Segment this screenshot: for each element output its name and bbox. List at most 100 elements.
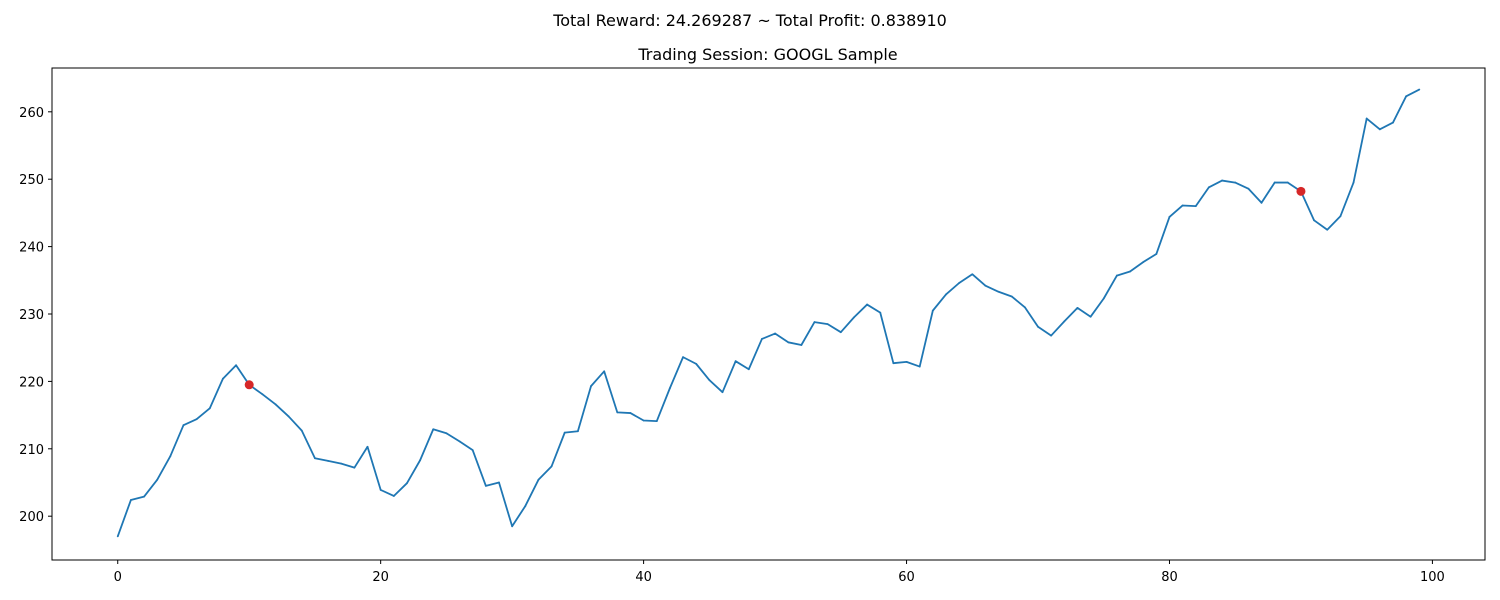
y-tick-label: 220: [19, 375, 44, 390]
chart-suptitle: Total Reward: 24.269287 ~ Total Profit: …: [552, 11, 947, 30]
data-point: [1378, 128, 1381, 131]
x-tick-label: 0: [114, 570, 122, 585]
data-point: [1405, 95, 1408, 98]
data-point: [1221, 179, 1223, 182]
data-point: [931, 309, 934, 312]
trade-marker: [244, 380, 254, 390]
trade-marker: [1296, 186, 1306, 196]
data-point: [747, 368, 750, 371]
data-point: [550, 465, 553, 468]
data-point: [1129, 270, 1131, 273]
data-point: [1142, 261, 1145, 264]
data-point: [353, 466, 356, 469]
data-point: [340, 462, 343, 465]
data-point: [984, 284, 987, 287]
data-point: [182, 424, 185, 427]
data-point: [511, 525, 514, 528]
data-point: [853, 316, 855, 319]
data-point: [1234, 181, 1237, 184]
data-point: [537, 478, 540, 481]
data-point: [471, 449, 474, 452]
data-point: [432, 428, 435, 431]
data-point: [905, 360, 908, 363]
data-point: [458, 440, 461, 443]
price-line: [116, 88, 1420, 537]
data-point: [668, 387, 671, 390]
data-point: [208, 407, 211, 410]
data-point: [590, 385, 592, 388]
data-point: [1286, 181, 1289, 184]
data-point: [682, 356, 684, 359]
data-point: [839, 331, 842, 334]
data-point: [1089, 315, 1092, 318]
data-point: [576, 430, 579, 433]
data-point: [1076, 307, 1079, 309]
data-point: [524, 505, 527, 507]
series-layer: [116, 88, 1421, 538]
data-point: [445, 432, 448, 435]
data-point: [116, 535, 119, 538]
data-point: [708, 379, 711, 381]
data-point: [1102, 297, 1105, 300]
data-point: [629, 412, 632, 414]
data-point: [563, 431, 566, 434]
y-tick-label: 250: [19, 173, 44, 188]
data-point: [655, 420, 658, 423]
data-point: [1115, 274, 1118, 277]
data-point: [774, 332, 776, 335]
chart-title: Trading Session: GOOGL Sample: [637, 45, 897, 64]
data-point: [734, 360, 737, 363]
data-point: [1023, 306, 1026, 309]
data-point: [379, 489, 382, 491]
data-point: [1155, 253, 1158, 255]
axes: 0 20 40 60 80 100 200 210 220 230 240 250 260: [19, 67, 1486, 585]
data-point: [945, 293, 947, 296]
data-point: [392, 495, 395, 497]
data-point: [866, 303, 869, 306]
data-point: [695, 362, 698, 365]
data-point: [1181, 204, 1184, 207]
data-point: [879, 311, 882, 314]
y-tick-label: 200: [19, 510, 44, 525]
data-point: [1247, 187, 1250, 190]
data-point: [1168, 216, 1171, 218]
data-point: [997, 290, 1000, 293]
data-point: [287, 415, 290, 418]
y-tick-label: 240: [19, 241, 44, 256]
plot-frame: [51, 67, 1486, 561]
data-point: [761, 338, 763, 340]
data-point: [1260, 201, 1263, 204]
data-point: [327, 460, 329, 462]
data-point: [892, 362, 895, 365]
data-point: [1339, 215, 1342, 218]
data-point: [1326, 228, 1329, 231]
data-point: [419, 459, 422, 462]
data-point: [1365, 117, 1368, 120]
data-point: [129, 499, 132, 501]
data-point: [274, 403, 277, 406]
x-tick-label: 60: [898, 570, 915, 585]
marker-layer: [244, 186, 1306, 390]
data-point: [1273, 181, 1276, 184]
data-point: [484, 484, 487, 487]
data-point: [1418, 88, 1421, 91]
data-point: [971, 273, 974, 276]
data-point: [1392, 121, 1394, 124]
data-point: [406, 482, 408, 485]
data-point: [813, 321, 816, 323]
data-point: [603, 370, 606, 373]
data-point: [314, 457, 316, 460]
data-point: [300, 429, 303, 432]
data-point: [235, 364, 237, 367]
data-point: [366, 445, 369, 448]
x-tick-label: 40: [635, 570, 652, 585]
y-tick-label: 260: [19, 106, 44, 121]
y-tick-label: 230: [19, 308, 44, 323]
data-point: [616, 411, 619, 414]
data-point: [169, 455, 172, 458]
data-point: [826, 323, 829, 326]
data-point: [1010, 295, 1013, 298]
data-point: [143, 495, 145, 498]
